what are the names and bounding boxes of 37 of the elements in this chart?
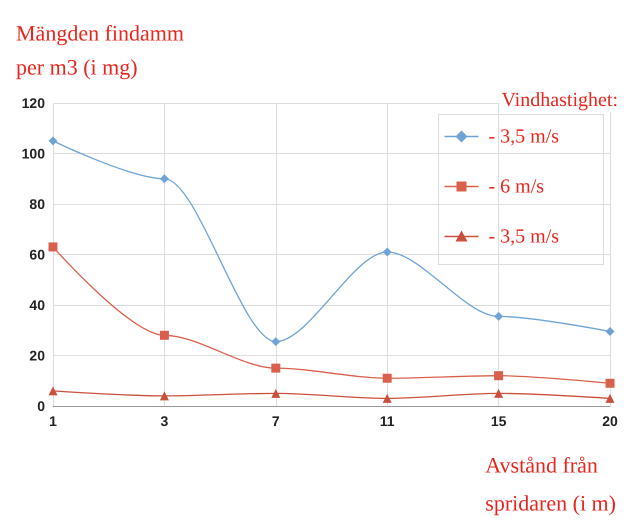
point	[160, 330, 169, 340]
point	[271, 364, 280, 373]
y-tick-label: 100	[22, 146, 46, 162]
legend-title: Vindhastighet:	[501, 89, 618, 111]
y-tick-label: 40	[29, 297, 46, 313]
y-tick-label: 80	[29, 196, 46, 212]
legend-label: - 3,5 m/s	[488, 226, 560, 248]
y-axis-title: Mängden findamm per m3 (i mg)	[16, 20, 184, 80]
point	[494, 312, 504, 321]
x-tick-label: 11	[380, 413, 395, 429]
point	[606, 394, 614, 403]
y-tick-label: 60	[29, 246, 46, 262]
point	[271, 337, 280, 346]
legend-label: - 3,5 m/s	[488, 126, 560, 148]
point	[606, 327, 614, 336]
y-tick-label: 120	[22, 95, 46, 111]
y-tick-label: 0	[37, 398, 46, 414]
point	[494, 371, 504, 380]
x-tick-label: 15	[490, 413, 507, 429]
point	[382, 374, 392, 383]
point	[494, 388, 504, 398]
legend-label: - 6 m/s	[488, 176, 544, 198]
point	[382, 394, 392, 403]
point	[48, 136, 58, 146]
x-tick-label: 3	[160, 413, 168, 429]
x-tick-label: 7	[272, 413, 280, 429]
x-tick-label: 20	[602, 413, 618, 429]
point	[48, 242, 58, 252]
y-tick-label: 20	[29, 348, 46, 364]
x-axis-title: Avstånd från spridaren (i m)	[485, 452, 616, 516]
x-tick-label: 1	[49, 413, 58, 429]
point	[160, 391, 169, 400]
point	[48, 386, 58, 396]
point	[271, 388, 280, 398]
point	[382, 247, 392, 256]
point	[160, 174, 169, 184]
point	[606, 378, 614, 388]
